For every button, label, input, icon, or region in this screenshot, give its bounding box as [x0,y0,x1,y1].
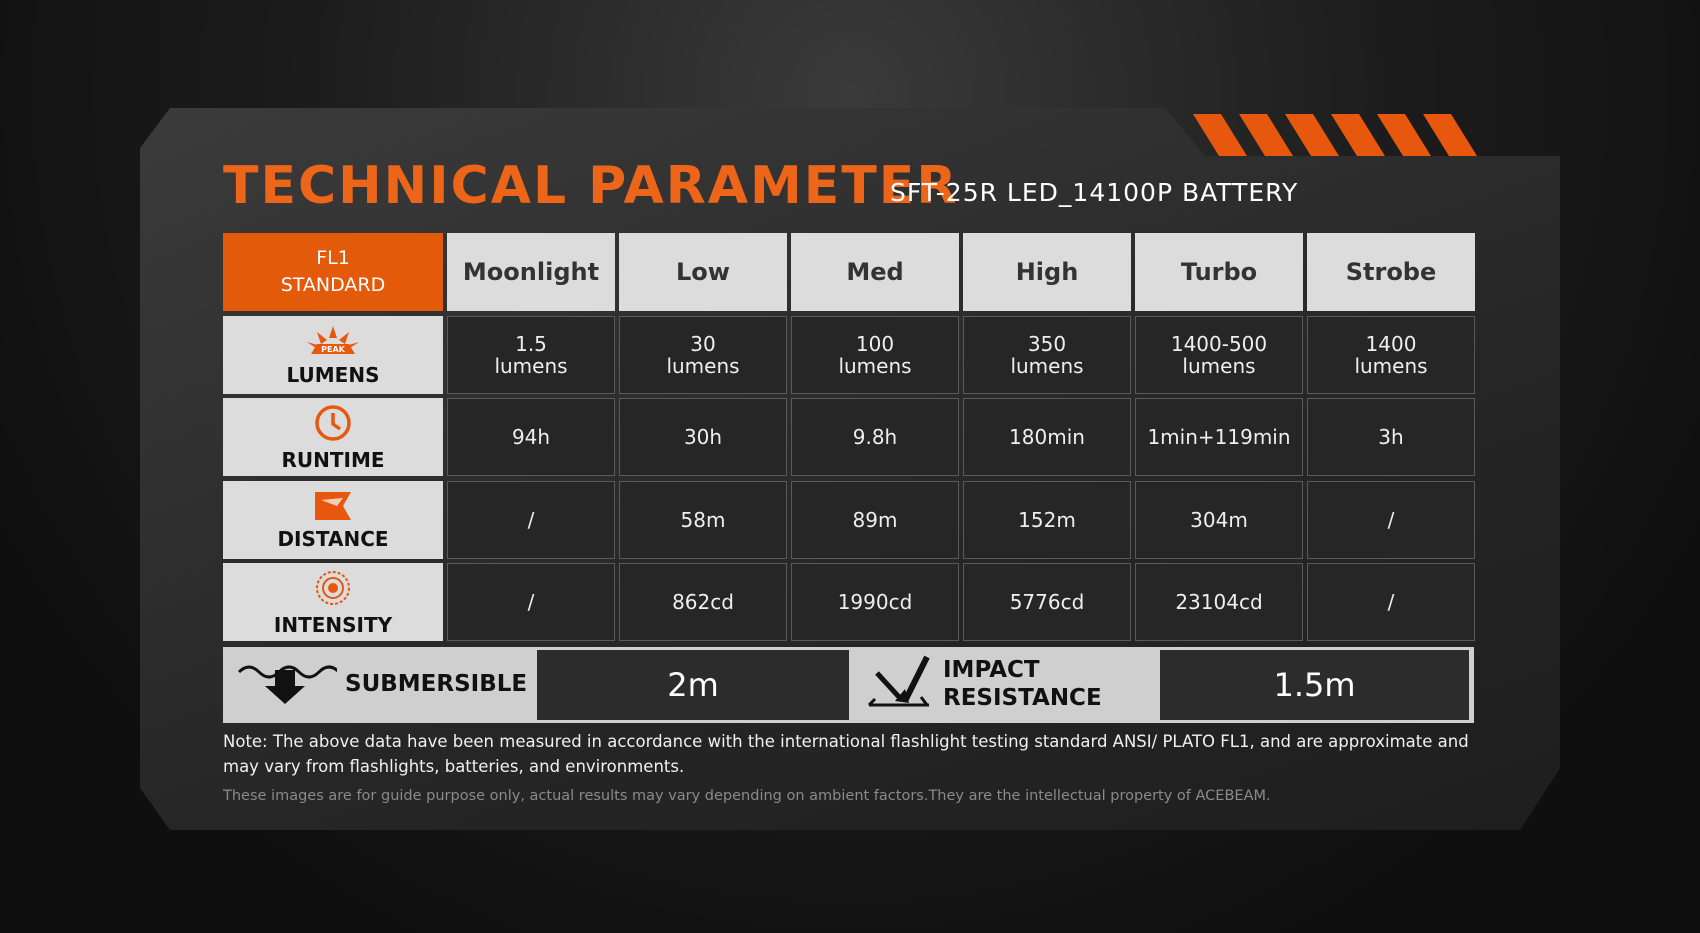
stripes [1193,114,1477,156]
value-cell: 1.5 lumens [447,316,615,394]
column-header: Strobe [1307,233,1475,311]
value-cell: 9.8h [791,398,959,476]
column-header: High [963,233,1131,311]
intensity-icon [316,570,350,605]
title: TECHNICAL PARAMETER [223,156,959,216]
value-cell: / [447,563,615,641]
spec-label: IMPACT RESISTANCE [851,649,1158,721]
value-cell: 350 lumens [963,316,1131,394]
submersible-icon [237,665,341,705]
distance-icon [315,491,351,520]
spec-value: 1.5m [1160,650,1469,720]
row-label-box: PEAK LUMENS [223,316,443,394]
value-cell: 3h [1307,398,1475,476]
lumens-icon: PEAK [307,325,359,354]
value-cell: 23104cd [1135,563,1303,641]
value-cell: 5776cd [963,563,1131,641]
value-cell: 1400-500 lumens [1135,316,1303,394]
icon [313,490,353,527]
value-cell: 180min [963,398,1131,476]
value-cell: 304m [1135,481,1303,559]
row-label-box: DISTANCE [223,481,443,559]
spec-icon [865,653,935,717]
row-label: LUMENS [286,362,380,387]
impact-icon [867,655,930,707]
column-header: Moonlight [447,233,615,311]
column-header: Low [619,233,787,311]
corner-header: FL1 STANDARD [223,233,443,311]
subtitle: SFT-25R LED_14100P BATTERY [890,178,1299,207]
value-cell: / [447,481,615,559]
icon [313,403,353,448]
icon: PEAK [303,324,363,363]
value-cell: 1min+119min [1135,398,1303,476]
icon [313,568,353,613]
value-cell: / [1307,563,1475,641]
note: Note: The above data have been measured … [223,732,1469,776]
column-header: Med [791,233,959,311]
spec-icon [237,656,341,714]
row-label: INTENSITY [273,612,393,637]
peak-label: PEAK [321,345,346,354]
value-cell: 30 lumens [619,316,787,394]
column-header: Turbo [1135,233,1303,311]
value-cell: 862cd [619,563,787,641]
value-cell: / [1307,481,1475,559]
value-cell: 100 lumens [791,316,959,394]
spec-label: SUBMERSIBLE [223,649,535,721]
row-label-box: RUNTIME [223,398,443,476]
value-cell: 30h [619,398,787,476]
value-cell: 152m [963,481,1131,559]
value-cell: 1990cd [791,563,959,641]
spec-label-text: IMPACT RESISTANCE [943,657,1102,711]
spec-value: 2m [537,650,849,720]
value-cell: 89m [791,481,959,559]
row-label: RUNTIME [281,447,385,472]
row-label: DISTANCE [277,526,389,551]
value-cell: 1400 lumens [1307,316,1475,394]
row-label-box: INTENSITY [223,563,443,641]
value-cell: 58m [619,481,787,559]
disclaimer: These images are for guide purpose only,… [223,788,1271,804]
runtime-icon [315,404,351,441]
spec-label-text: SUBMERSIBLE [345,671,528,698]
value-cell: 94h [447,398,615,476]
